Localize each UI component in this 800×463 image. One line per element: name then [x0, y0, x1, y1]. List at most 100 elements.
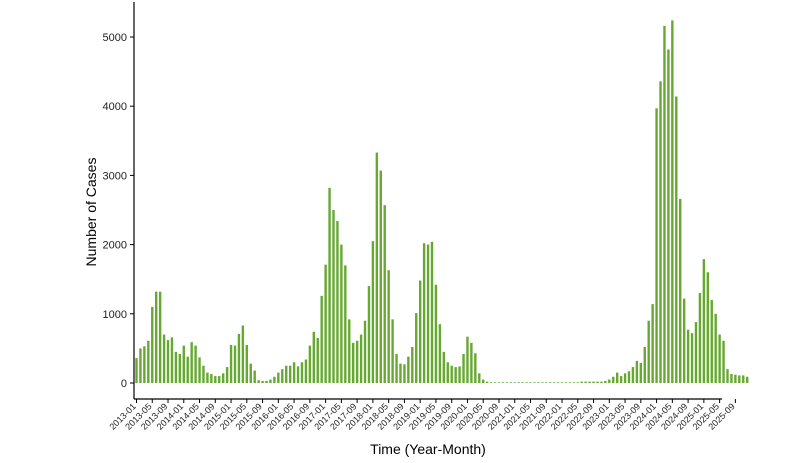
bar [415, 313, 418, 383]
bar [552, 382, 556, 383]
bar-series [135, 20, 749, 384]
bar [619, 376, 623, 383]
bar [734, 374, 737, 383]
bar [663, 25, 666, 384]
bar [273, 376, 276, 383]
bar [627, 371, 631, 383]
bar [679, 198, 682, 383]
bar [257, 380, 260, 383]
bar [446, 362, 449, 383]
bar [367, 286, 371, 383]
bar [155, 291, 158, 383]
bar [509, 382, 512, 383]
bar [462, 353, 465, 383]
bar [422, 243, 426, 383]
bar [576, 382, 579, 383]
bar [143, 346, 146, 383]
bar [659, 81, 662, 383]
bar [466, 336, 469, 383]
bar [742, 375, 745, 383]
bar [344, 265, 347, 383]
bar [178, 353, 182, 383]
bar [288, 365, 292, 383]
bar [387, 270, 390, 383]
bar [726, 369, 729, 383]
bar [529, 382, 532, 383]
y-tick-label: 3000 [103, 170, 127, 182]
bar [671, 20, 674, 383]
bar [194, 345, 197, 383]
bar [525, 382, 528, 383]
bar [560, 382, 564, 383]
y-axis: 0 1000 2000 3000 4000 5000 [103, 2, 135, 399]
bar [328, 187, 331, 383]
bar [682, 298, 686, 383]
bar [675, 96, 678, 383]
y-axis-title: Number of Cases [83, 158, 99, 267]
bar [497, 382, 501, 383]
bar [450, 365, 453, 383]
bar [596, 381, 599, 383]
bar [730, 374, 733, 383]
bar [281, 369, 284, 383]
bar [572, 382, 576, 383]
bar [635, 360, 639, 383]
bar [564, 382, 568, 383]
bar [651, 304, 654, 383]
bar [249, 363, 252, 383]
bar [556, 382, 560, 383]
bar [667, 49, 670, 384]
bar [434, 284, 438, 383]
bar [655, 108, 658, 383]
bar [686, 329, 690, 383]
bar [214, 376, 217, 383]
bar [359, 334, 363, 383]
bar [379, 170, 382, 383]
bar [308, 345, 312, 383]
bar [470, 342, 473, 383]
bar [261, 380, 264, 383]
bar [312, 331, 315, 383]
y-tick-label: 5000 [103, 32, 127, 44]
bar [738, 375, 741, 383]
bar [513, 382, 516, 383]
bar [537, 382, 540, 383]
bar [300, 362, 304, 383]
bar [371, 241, 375, 383]
bar [241, 325, 245, 383]
bar [474, 353, 477, 383]
bar [458, 366, 461, 383]
bar [340, 244, 343, 383]
bar [592, 381, 595, 383]
bar [399, 363, 402, 383]
bar [229, 344, 233, 383]
bar [225, 367, 229, 383]
bar [694, 322, 698, 383]
bar [363, 320, 367, 383]
bar [296, 366, 300, 383]
bar [332, 210, 335, 383]
bar [485, 381, 489, 383]
bar [643, 347, 646, 383]
bar [722, 340, 725, 383]
bar [482, 379, 485, 383]
bar [521, 382, 524, 383]
bar [631, 367, 635, 383]
bar [454, 367, 457, 383]
bar [588, 381, 591, 383]
bar [403, 364, 406, 383]
bar [549, 382, 552, 383]
bar [411, 347, 414, 383]
bar [277, 372, 280, 383]
bar [568, 382, 572, 383]
bar [206, 372, 209, 383]
bar [604, 380, 607, 383]
bar [501, 382, 505, 383]
bar [702, 259, 706, 383]
bar [706, 272, 709, 383]
bar [135, 358, 138, 383]
bar [545, 382, 548, 383]
bar [151, 306, 154, 383]
bar [639, 362, 643, 383]
